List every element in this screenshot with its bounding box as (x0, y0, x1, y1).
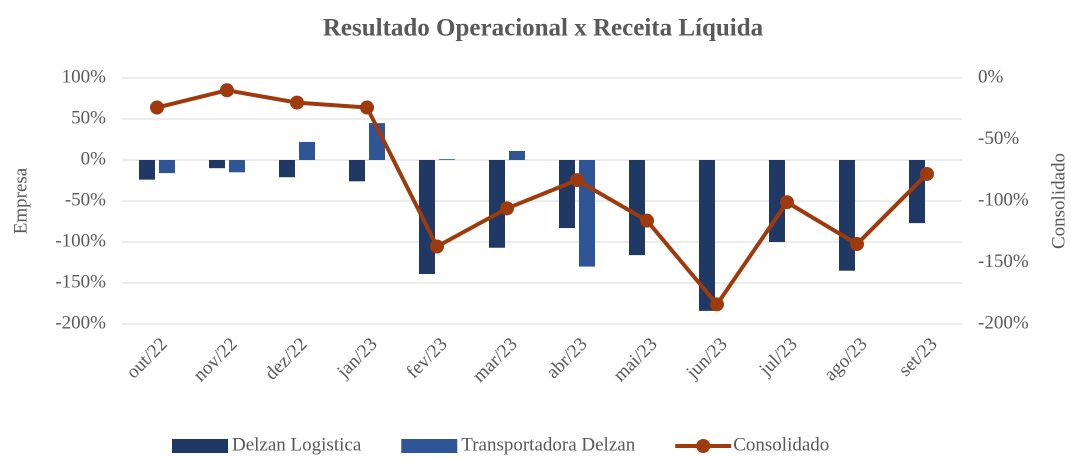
y2-tick-label: -50% (978, 128, 1019, 149)
bar (229, 160, 245, 173)
y2-tick-label: 0% (978, 66, 1004, 87)
bar (299, 141, 315, 160)
legend-swatch (172, 439, 228, 453)
bar (349, 160, 365, 182)
marker (640, 213, 654, 228)
legend-label: Consolidado (733, 434, 829, 455)
y-axis-title: Empresa (10, 167, 31, 234)
marker (220, 83, 234, 98)
marker (850, 237, 864, 252)
legend-swatch (696, 439, 711, 453)
y2-tick-label: -150% (978, 251, 1029, 272)
bar (559, 160, 575, 229)
marker (710, 297, 724, 312)
y2-axis-title: Consolidado (1048, 153, 1069, 249)
legend-label: Delzan Logistica (232, 434, 362, 455)
y2-tick-label: -200% (978, 312, 1029, 333)
marker (570, 173, 584, 188)
y-tick-label: -100% (55, 230, 106, 251)
bar (139, 160, 155, 180)
marker (360, 100, 374, 115)
y-tick-label: -50% (65, 189, 106, 210)
line (156, 88, 929, 308)
bar (489, 160, 505, 248)
y2-tick-label: -100% (978, 189, 1029, 210)
legend-swatch (401, 439, 458, 453)
y-tick-label: 0% (81, 148, 107, 169)
bar (159, 160, 175, 174)
bar (279, 160, 295, 178)
y-tick-label: -200% (55, 312, 106, 333)
marker (920, 166, 934, 181)
marker (500, 201, 514, 216)
marker (780, 195, 794, 210)
marker (430, 239, 444, 254)
legend-label: Transportadora Delzan (461, 434, 635, 455)
chart-title: Resultado Operacional x Receita Líquida (323, 15, 764, 42)
marker (290, 95, 304, 110)
bar (209, 160, 225, 169)
bar (839, 160, 855, 271)
marker (150, 100, 164, 115)
bar (629, 160, 645, 256)
bar (699, 160, 715, 311)
y-tick-label: -150% (55, 271, 106, 292)
y-tick-label: 50% (71, 107, 106, 128)
y-tick-label: 100% (62, 66, 107, 87)
bar (439, 159, 455, 160)
bar (509, 150, 525, 160)
